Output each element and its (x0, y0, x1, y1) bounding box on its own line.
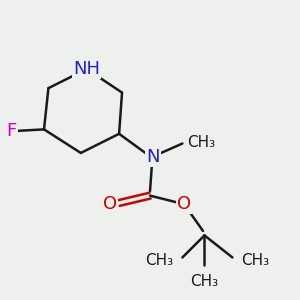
Text: CH₃: CH₃ (146, 253, 174, 268)
Text: O: O (177, 196, 191, 214)
Text: CH₃: CH₃ (187, 135, 215, 150)
Text: CH₃: CH₃ (241, 253, 269, 268)
Text: F: F (7, 122, 17, 140)
Text: CH₃: CH₃ (190, 274, 218, 289)
Text: N: N (146, 148, 160, 166)
Text: NH: NH (73, 60, 100, 78)
Text: O: O (103, 196, 117, 214)
